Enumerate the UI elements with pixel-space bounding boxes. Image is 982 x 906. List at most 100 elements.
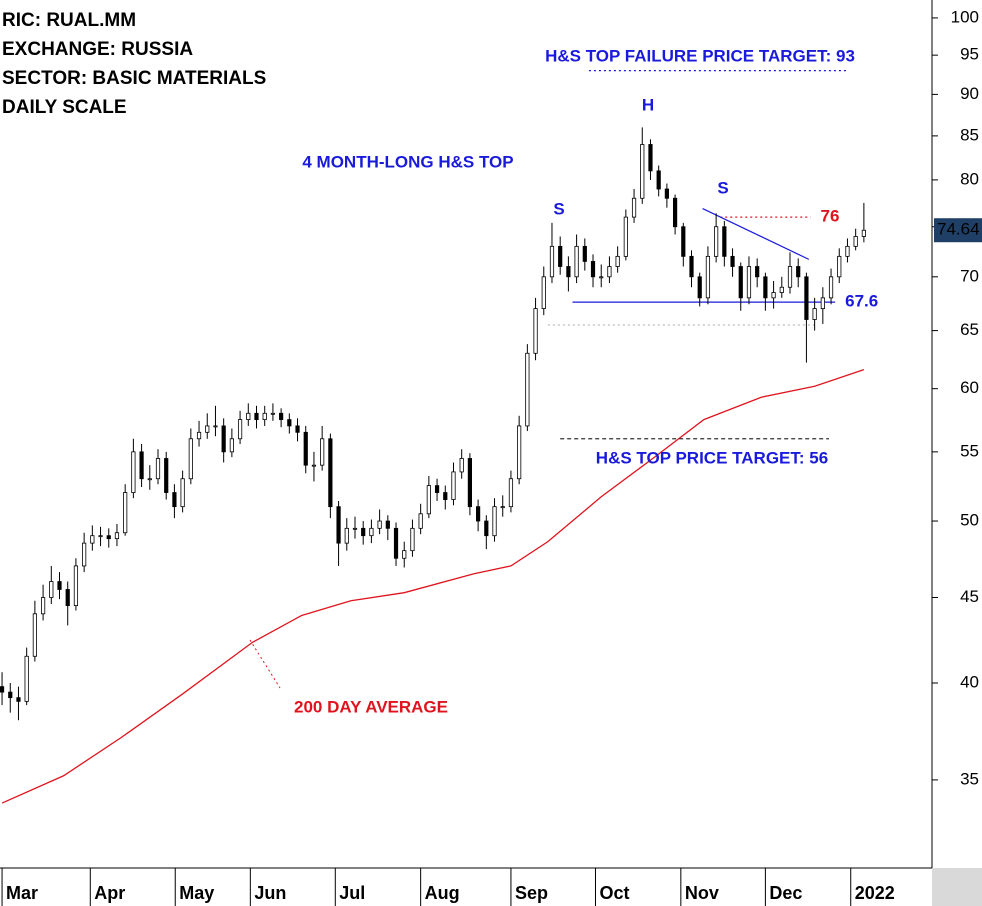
y-tick-label: 60 (960, 378, 979, 397)
candle-body (582, 245, 587, 262)
candle-body (410, 527, 415, 552)
y-tick-label: 40 (960, 672, 979, 691)
candle-body (32, 613, 37, 657)
candle-body (90, 535, 95, 544)
candle-body (229, 438, 234, 453)
candle-body (361, 527, 366, 537)
candle-body (631, 197, 637, 218)
candle-body (599, 276, 604, 279)
candle-body (172, 492, 177, 508)
y-tick-label: 70 (960, 266, 979, 285)
candle-body (714, 226, 719, 257)
level-label: 67.6 (845, 292, 878, 311)
candle-body (377, 520, 382, 529)
candle-body (861, 229, 866, 237)
annotation: S (717, 178, 728, 197)
y-tick-label: 65 (960, 320, 979, 339)
candle-body (270, 412, 276, 415)
candle-body (722, 226, 727, 257)
candle-body (114, 532, 120, 540)
candle-body (49, 581, 54, 598)
candle-body (656, 170, 661, 190)
candle-body (213, 425, 218, 428)
x-tick-label: Apr (94, 883, 125, 903)
y-tick-label: 80 (960, 169, 979, 188)
candle-body (320, 438, 325, 466)
candle-body (672, 197, 678, 228)
header-line: DAILY SCALE (2, 97, 127, 118)
candle-body (188, 438, 193, 480)
candle-body (434, 485, 440, 493)
candle-body (787, 266, 793, 288)
candle-body (796, 266, 801, 278)
header-line: RIC: RUAL.MM (2, 10, 136, 31)
annotation: H (642, 95, 654, 114)
candle-body (196, 431, 202, 440)
candle-body (262, 412, 267, 420)
annotation: S (553, 199, 564, 218)
candle-body (574, 245, 579, 278)
x-tick-label: Nov (685, 883, 719, 903)
y-tick-label: 55 (960, 441, 979, 460)
x-tick-label: Jul (339, 883, 365, 903)
x-tick-label: Aug (425, 883, 460, 903)
trendline (702, 208, 810, 260)
x-tick-label: Sep (515, 883, 548, 903)
y-tick-label: 45 (960, 587, 979, 606)
annotation: 200 DAY AVERAGE (294, 697, 448, 716)
candle-body (648, 144, 653, 172)
candle-body (746, 266, 752, 299)
annotation: H&S TOP FAILURE PRICE TARGET: 93 (545, 46, 855, 65)
candle-body (393, 527, 399, 559)
candle-body (418, 513, 423, 529)
moving-average (1, 368, 865, 804)
candle-body (738, 266, 743, 299)
last-price-label: 74.64 (937, 220, 980, 239)
candle-body (476, 506, 481, 522)
candle-body (246, 412, 251, 420)
candle-body (697, 276, 702, 299)
candle-body (558, 245, 563, 267)
candle-body (24, 655, 29, 702)
header-line: EXCHANGE: RUSSIA (2, 39, 193, 60)
x-tick-label: May (179, 883, 214, 903)
candle-body (98, 535, 103, 538)
candle-body (426, 485, 431, 515)
annotation: 4 MONTH-LONG H&S TOP (302, 152, 513, 171)
candle-body (369, 527, 374, 537)
candle-body (508, 478, 514, 508)
candle-body (82, 542, 87, 567)
candle-body (566, 266, 571, 278)
candle-body (221, 425, 226, 453)
candle-body (311, 464, 317, 467)
candle-body (443, 492, 448, 500)
y-tick-label: 85 (960, 125, 979, 144)
candle-body (804, 276, 809, 320)
candle-body (336, 506, 341, 544)
candle-body (607, 266, 612, 278)
candle-body (40, 597, 46, 615)
candle-body (16, 697, 21, 702)
candle-body (254, 412, 259, 420)
candle-body (689, 255, 694, 278)
candle-body (237, 419, 243, 440)
x-tick-label: Mar (6, 883, 38, 903)
candle-body (147, 478, 152, 481)
candle-body (467, 458, 472, 508)
candle-body (205, 425, 210, 433)
candle-body (164, 458, 169, 493)
candle-body (779, 286, 784, 293)
candle-body (180, 478, 185, 508)
y-tick-label: 50 (960, 511, 979, 530)
candle-body (730, 255, 735, 267)
candle-body (131, 451, 136, 493)
candle-body (57, 581, 62, 590)
candle-body (0, 686, 5, 693)
candle-body (451, 471, 456, 500)
candle-body (615, 255, 620, 267)
candle-body (771, 292, 776, 299)
candle-body (8, 691, 13, 699)
candle-body (139, 451, 144, 480)
candle-body (517, 425, 522, 480)
